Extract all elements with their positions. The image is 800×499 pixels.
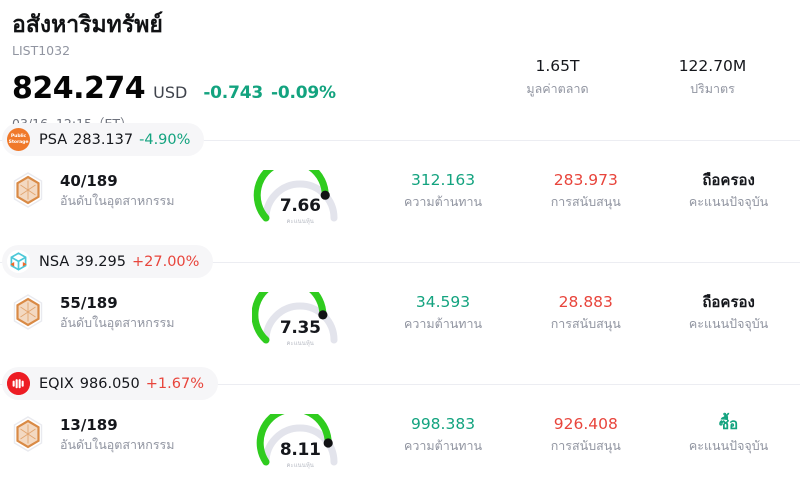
score-gauge-value: 8.11	[279, 440, 321, 460]
stat-volume-label: ปริมาตร	[690, 81, 735, 96]
row-body: 40/189 อันดับในอุตสาหกรรม 7.66 คะแนนหุ้น…	[0, 170, 800, 226]
industry-rank-cell: 40/189 อันดับในอุตสาหกรรม	[0, 170, 229, 210]
score-gauge-cell: 7.35 คะแนนหุ้น	[229, 292, 372, 348]
rating-label: คะแนนปัจจุบัน	[688, 194, 769, 209]
hexagon-badge-icon	[8, 414, 48, 454]
score-gauge-label: คะแนนหุ้น	[286, 340, 314, 347]
industry-rank-cell: 55/189 อันดับในอุตสาหกรรม	[0, 292, 229, 332]
index-price-row: 824.274 USD -0.743 -0.09%	[12, 71, 788, 106]
page-title: อสังหาริมทรัพย์	[12, 12, 163, 38]
support-cell: 28.883 การสนับสนุน	[514, 292, 657, 332]
score-gauge-label: คะแนนหุ้น	[286, 218, 314, 225]
stat-market-cap-label: มูลค่าตลาด	[526, 81, 589, 96]
resistance-value: 998.383	[410, 415, 476, 433]
support-value: 28.883	[558, 293, 613, 311]
ticker-symbol: PSA	[39, 131, 68, 148]
ticker-change-pct: +27.00%	[132, 253, 200, 270]
score-gauge-icon: 7.66 คะแนนหุ้น	[252, 170, 348, 226]
score-gauge-value: 7.66	[279, 196, 321, 216]
industry-rank-value: 55/189	[60, 294, 118, 312]
stock-rows: Public Storage PSA 283.137 -4.90% 40/189 …	[0, 123, 800, 499]
ticker-price: 986.050	[79, 375, 140, 392]
resistance-label: ความต้านทาน	[403, 194, 483, 209]
support-label: การสนับสนุน	[550, 316, 621, 331]
score-gauge-label: คะแนนหุ้น	[286, 462, 314, 469]
rating-value: ซื้อ	[718, 415, 739, 433]
rating-label: คะแนนปัจจุบัน	[688, 316, 769, 331]
score-gauge-icon: 7.35 คะแนนหุ้น	[252, 292, 348, 348]
row-divider	[0, 262, 800, 263]
ticker-symbol: EQIX	[39, 375, 74, 392]
ticker-symbol: NSA	[39, 253, 70, 270]
industry-rank-cell: 13/189 อันดับในอุตสาหกรรม	[0, 414, 229, 454]
ticker-price: 283.137	[73, 131, 134, 148]
resistance-value: 34.593	[415, 293, 471, 311]
rating-label: คะแนนปัจจุบัน	[688, 438, 769, 453]
industry-rank-value: 13/189	[60, 416, 118, 434]
hexagon-badge-icon	[8, 170, 48, 210]
support-cell: 283.973 การสนับสนุน	[514, 170, 657, 210]
index-currency: USD	[153, 83, 188, 102]
header-stats: 1.65T มูลค่าตลาด 122.70M ปริมาตร	[480, 56, 790, 97]
index-change-abs: -0.743	[203, 83, 263, 103]
ticker-pill[interactable]: Public Storage PSA 283.137 -4.90%	[2, 123, 205, 156]
row-divider	[0, 384, 800, 385]
stock-row[interactable]: NSA 39.295 +27.00% 55/189 อันดับในอุตสาห…	[0, 245, 800, 384]
equinix-logo-icon	[7, 372, 30, 395]
rating-value: ถือครอง	[702, 171, 755, 189]
stat-volume: 122.70M ปริมาตร	[635, 56, 790, 97]
resistance-cell: 34.593 ความต้านทาน	[372, 292, 515, 332]
stat-market-cap-value: 1.65T	[535, 57, 580, 75]
index-price: 824.274	[12, 71, 146, 106]
support-label: การสนับสนุน	[550, 194, 621, 209]
resistance-cell: 312.163 ความต้านทาน	[372, 170, 515, 210]
industry-rank-label: อันดับในอุตสาหกรรม	[60, 437, 175, 452]
public-storage-logo-icon: Public Storage	[7, 128, 30, 151]
stock-row[interactable]: Public Storage PSA 283.137 -4.90% 40/189 …	[0, 123, 800, 262]
support-cell: 926.408 การสนับสนุน	[514, 414, 657, 454]
ticker-change-pct: -4.90%	[139, 131, 191, 148]
support-value: 283.973	[553, 171, 618, 189]
resistance-label: ความต้านทาน	[403, 438, 483, 453]
list-id: LIST1032	[12, 43, 71, 58]
stat-market-cap: 1.65T มูลค่าตลาด	[480, 56, 635, 97]
nsa-logo-icon	[7, 250, 30, 273]
row-body: 55/189 อันดับในอุตสาหกรรม 7.35 คะแนนหุ้น…	[0, 292, 800, 348]
resistance-cell: 998.383 ความต้านทาน	[372, 414, 515, 454]
rating-cell: ถือครอง คะแนนปัจจุบัน	[657, 170, 800, 210]
ticker-price: 39.295	[75, 253, 126, 270]
ticker-pill[interactable]: NSA 39.295 +27.00%	[2, 245, 214, 278]
rating-value: ถือครอง	[702, 293, 755, 311]
resistance-value: 312.163	[410, 171, 476, 189]
support-label: การสนับสนุน	[550, 438, 621, 453]
resistance-label: ความต้านทาน	[403, 316, 483, 331]
row-divider	[0, 140, 800, 141]
stat-volume-value: 122.70M	[678, 57, 747, 75]
hexagon-badge-icon	[8, 292, 48, 332]
ticker-change-pct: +1.67%	[145, 375, 204, 392]
score-gauge-value: 7.35	[279, 318, 321, 338]
support-value: 926.408	[553, 415, 618, 433]
score-gauge-cell: 7.66 คะแนนหุ้น	[229, 170, 372, 226]
stock-row[interactable]: EQIX 986.050 +1.67% 13/189 อันดับในอุตสา…	[0, 367, 800, 499]
rating-cell: ซื้อ คะแนนปัจจุบัน	[657, 414, 800, 454]
page-header: อสังหาริมทรัพย์ LIST1032 824.274 USD -0.…	[0, 0, 800, 140]
industry-rank-value: 40/189	[60, 172, 118, 190]
rating-cell: ถือครอง คะแนนปัจจุบัน	[657, 292, 800, 332]
industry-rank-label: อันดับในอุตสาหกรรม	[60, 193, 175, 208]
ticker-pill[interactable]: EQIX 986.050 +1.67%	[2, 367, 218, 400]
index-change-pct: -0.09%	[270, 83, 336, 103]
score-gauge-icon: 8.11 คะแนนหุ้น	[252, 414, 348, 470]
row-body: 13/189 อันดับในอุตสาหกรรม 8.11 คะแนนหุ้น…	[0, 414, 800, 470]
score-gauge-cell: 8.11 คะแนนหุ้น	[229, 414, 372, 470]
industry-rank-label: อันดับในอุตสาหกรรม	[60, 315, 175, 330]
